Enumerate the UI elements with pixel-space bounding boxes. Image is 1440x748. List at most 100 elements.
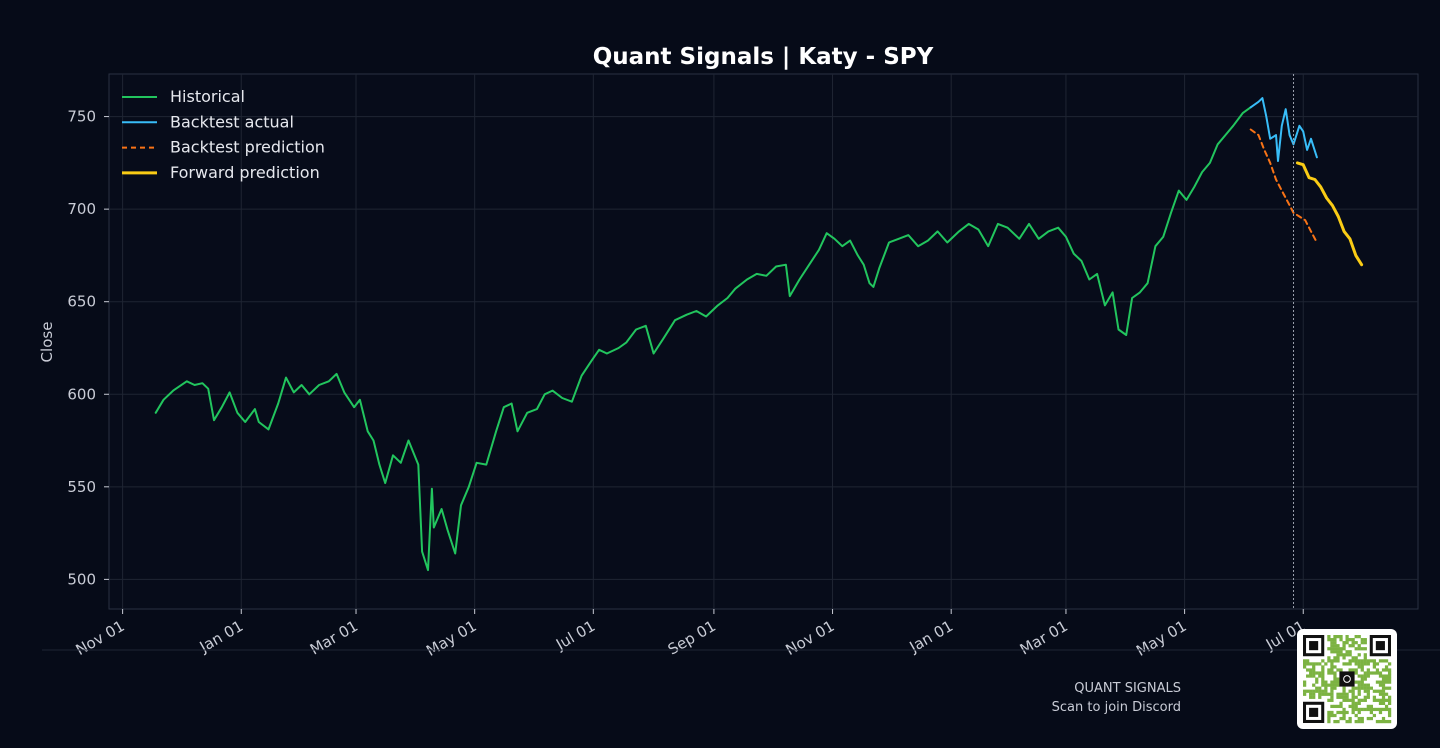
qr-module [1375,680,1380,684]
qr-module [1363,695,1367,699]
qr-module [1381,668,1386,672]
qr-module [1381,695,1386,699]
qr-module [1336,710,1340,715]
qr-module [1363,707,1367,712]
qr-module [1330,659,1334,663]
qr-module [1381,716,1386,721]
qr-module [1312,665,1316,669]
qr-module [1387,719,1392,724]
qr-module [1315,680,1319,684]
qr-module [1330,662,1334,666]
qr-module [1381,692,1386,696]
qr-module [1387,662,1392,666]
qr-module [1327,647,1331,651]
qr-module [1354,704,1358,709]
x-tick-label: Nov 01 [783,617,838,659]
qr-module [1369,659,1373,663]
qr-module [1336,659,1340,663]
qr-module [1333,656,1337,660]
qr-module [1342,713,1346,718]
qr-module [1342,692,1346,696]
qr-module [1348,668,1352,672]
qr-module [1333,704,1337,709]
qr-module [1360,674,1364,678]
qr-finder-core [1375,641,1385,651]
qr-module [1384,674,1389,678]
qr-module [1330,713,1334,718]
qr-module [1363,677,1367,681]
qr-module [1348,638,1352,642]
forward-prediction-series-line [1295,161,1364,267]
qr-module [1321,668,1325,672]
qr-module [1303,689,1307,693]
x-tick-label: Sep 01 [665,617,719,659]
qr-module [1309,695,1313,699]
qr-module [1330,683,1334,687]
qr-module [1378,710,1383,715]
qr-module [1372,713,1377,718]
qr-module [1327,683,1331,687]
qr-module [1378,671,1383,675]
qr-module [1318,689,1322,693]
qr-module [1354,671,1358,675]
qr-module [1348,650,1352,654]
qr-module [1372,665,1377,669]
qr-module [1336,635,1340,639]
qr-module [1357,680,1361,684]
qr-module [1360,719,1364,724]
legend-historical-label: Historical [170,87,245,106]
qr-module [1357,716,1361,721]
qr-module [1336,644,1340,648]
qr-module [1345,695,1349,699]
qr-module [1330,644,1334,648]
qr-module [1342,689,1346,693]
qr-module [1381,659,1386,663]
qr-module [1345,698,1349,702]
qr-module [1303,683,1307,687]
qr-module [1339,650,1343,654]
qr-module [1324,680,1328,684]
qr-module [1345,635,1349,639]
qr-module [1339,692,1343,696]
qr-module [1363,689,1367,693]
qr-module [1363,683,1367,687]
qr-module [1324,692,1328,696]
x-tick-label: Mar 01 [307,617,361,659]
qr-module [1333,641,1337,645]
legend-backtest-actual-label: Backtest actual [170,112,294,131]
qr-module [1357,662,1361,666]
qr-module [1342,695,1346,699]
qr-module [1381,683,1386,687]
qr-module [1387,695,1392,699]
qr-module [1336,692,1340,696]
qr-module [1330,692,1334,696]
qr-module [1315,677,1319,681]
qr-module [1351,707,1355,712]
qr-module [1351,659,1355,663]
qr-module [1345,719,1349,724]
qr-module [1342,641,1346,645]
qr-module [1342,686,1346,690]
qr-module [1318,695,1322,699]
qr-module [1363,638,1367,642]
qr-module [1384,692,1389,696]
qr-module [1339,701,1343,705]
qr-module [1369,671,1373,675]
qr-module [1303,665,1307,669]
qr-module [1318,686,1322,690]
x-tick-label: May 01 [423,617,480,660]
qr-module [1333,650,1337,654]
qr-module [1348,719,1352,724]
qr-module [1378,680,1383,684]
qr-module [1336,647,1340,651]
qr-module [1357,719,1361,724]
qr-module [1384,719,1389,724]
qr-code-icon[interactable] [1297,629,1397,729]
x-tick-label: Jul 01 [552,617,598,654]
qr-module [1378,692,1383,696]
qr-module [1312,674,1316,678]
qr-module [1342,716,1346,721]
qr-finder-core [1309,641,1319,651]
qr-module [1351,638,1355,642]
y-tick-label: 750 [67,108,96,126]
